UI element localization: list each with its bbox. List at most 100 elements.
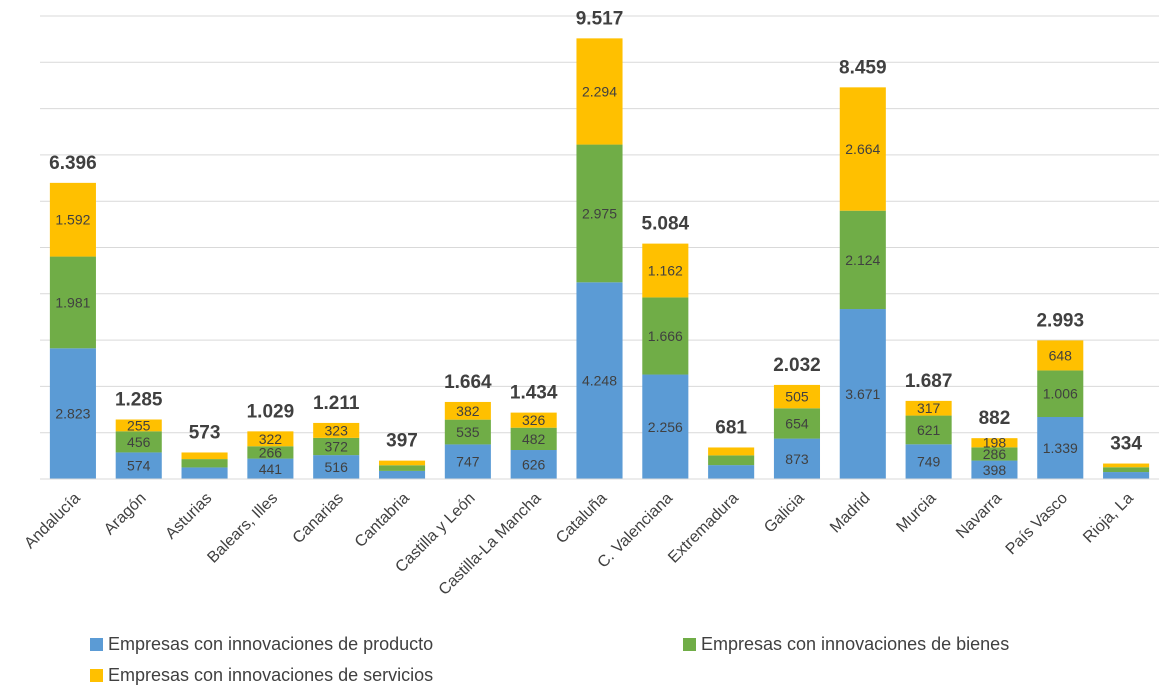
bar-segment: [1103, 472, 1150, 479]
segment-labels: 2.8231.9811.5925744562554412663225163723…: [55, 83, 1078, 477]
category-label: Balears, Illes: [204, 490, 281, 567]
segment-value-label: 323: [325, 422, 349, 438]
bar-segment: [510, 450, 557, 479]
segment-value-label: 621: [917, 422, 941, 438]
bar-segment: [576, 282, 623, 479]
total-value-label: 1.434: [510, 383, 558, 404]
total-labels: 6.396 1.285 573 1.029 1.211 397 1.664 1.434 9.51…: [49, 8, 1142, 454]
bar-segment: [378, 460, 426, 466]
segment-value-label: 372: [325, 438, 349, 454]
segment-value-label: 3.671: [845, 386, 880, 402]
segment-value-label: 4.248: [582, 373, 617, 389]
legend-swatch: [90, 669, 103, 682]
segment-value-label: 505: [785, 389, 809, 405]
category-label: Madrid: [827, 490, 874, 537]
bar-segment: [247, 446, 294, 459]
total-value-label: 9.517: [576, 8, 624, 29]
total-value-label: 1.664: [444, 372, 492, 393]
bar-segment: [576, 38, 623, 145]
bar-segment: [905, 415, 952, 445]
segment-value-label: 749: [917, 454, 941, 470]
total-value-label: 1.285: [115, 390, 163, 411]
segment-value-label: 382: [456, 403, 480, 419]
bar-segment: [773, 408, 821, 439]
bar-segment: [708, 465, 755, 479]
bar-segment: [773, 438, 821, 479]
segment-value-label: 266: [259, 444, 283, 460]
category-label: Extremadura: [665, 490, 742, 567]
segment-value-label: 1.666: [648, 328, 683, 344]
segment-value-label: 574: [127, 458, 151, 474]
total-value-label: 397: [386, 431, 418, 452]
segment-value-label: 456: [127, 434, 151, 450]
bar-segment: [181, 452, 228, 460]
segment-value-label: 2.975: [582, 205, 617, 221]
bar-segment: [839, 210, 886, 310]
bar-segment: [313, 437, 360, 456]
bar-segment: [181, 459, 228, 468]
bar-segment: [444, 401, 491, 420]
bar-segment: [510, 412, 557, 428]
total-value-label: 6.396: [49, 153, 97, 174]
legend-label: Empresas con innovaciones de producto: [108, 634, 433, 654]
bar-segment: [247, 431, 294, 447]
segment-value-label: 535: [456, 424, 480, 440]
bar-segment: [839, 87, 886, 211]
segment-value-label: 654: [785, 415, 809, 431]
segment-value-label: 1.981: [55, 294, 90, 310]
bar-segment: [642, 243, 689, 298]
bar-segment: [839, 309, 886, 479]
bar-segment: [1037, 417, 1084, 479]
total-value-label: 1.687: [905, 371, 953, 392]
bar-segment: [905, 400, 952, 416]
segment-value-label: 317: [917, 400, 941, 416]
bar-segment: [1037, 370, 1084, 418]
segment-value-label: 1.592: [55, 212, 90, 228]
segment-value-label: 326: [522, 412, 546, 428]
category-label: Cataluña: [553, 490, 610, 547]
category-label: Andalucía: [21, 490, 83, 552]
legend-swatch: [90, 638, 103, 651]
bar-segment: [378, 470, 426, 479]
bar-segment: [773, 384, 821, 409]
bar-segment: [971, 447, 1018, 461]
bar-segment: [49, 256, 96, 349]
bar-segment: [971, 438, 1018, 448]
total-value-label: 334: [1110, 434, 1142, 455]
bar-segment: [905, 444, 952, 479]
total-value-label: 5.084: [642, 214, 690, 235]
segment-value-label: 198: [983, 435, 1007, 451]
total-value-label: 8.459: [839, 57, 887, 78]
bar-segment: [642, 374, 689, 479]
segment-value-label: 482: [522, 431, 546, 447]
category-label: Navarra: [953, 490, 1005, 542]
category-label: País Vasco: [1003, 490, 1071, 558]
category-label: Rioja, La: [1080, 490, 1137, 547]
bar-segment: [708, 455, 755, 466]
segment-value-label: 747: [456, 454, 480, 470]
segment-value-label: 255: [127, 417, 151, 433]
total-value-label: 1.211: [313, 393, 360, 414]
bar-segment: [378, 465, 426, 471]
bar-segment: [115, 452, 162, 479]
segment-value-label: 516: [325, 459, 349, 475]
segment-value-label: 1.339: [1043, 440, 1078, 456]
legend-swatch: [683, 638, 696, 651]
bar-segment: [642, 297, 689, 375]
segment-value-label: 2.294: [582, 83, 617, 99]
segment-value-label: 286: [983, 446, 1007, 462]
bar-segment: [313, 422, 360, 438]
segment-value-label: 648: [1049, 347, 1073, 363]
category-label: Asturias: [162, 490, 215, 543]
category-label: Murcia: [893, 490, 939, 536]
bar-segment: [1103, 467, 1150, 473]
bar-segment: [247, 458, 294, 479]
total-value-label: 882: [979, 408, 1011, 429]
segment-value-label: 2.664: [845, 141, 880, 157]
bar-segment: [313, 455, 360, 479]
total-value-label: 2.993: [1036, 310, 1084, 331]
bar-segment: [49, 348, 96, 479]
segment-value-label: 2.823: [55, 406, 90, 422]
